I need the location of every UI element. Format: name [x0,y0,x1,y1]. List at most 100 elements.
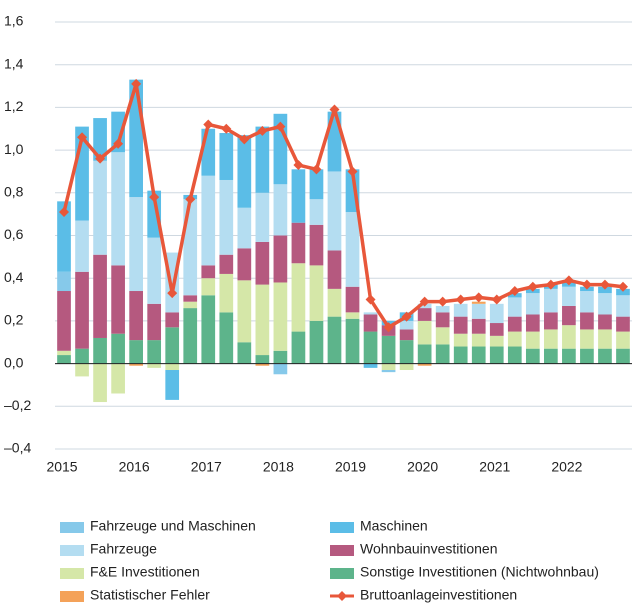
bar-segment [111,265,125,334]
bar-segment [255,355,270,364]
line-marker [347,166,358,177]
legend-swatch [330,545,354,556]
line-marker [59,207,70,218]
bar-segment [165,312,180,328]
line-marker [383,322,394,333]
bar-segment [111,363,125,394]
bar-segment [435,344,450,364]
bar-segment [93,118,107,161]
bar-segment [165,363,180,371]
bar-segment [399,363,414,371]
y-tick-label: –0,2 [4,397,31,413]
bar-segment [93,254,107,338]
line-marker [509,286,520,297]
y-tick-label: 0,4 [4,269,24,285]
bar-segment [381,335,396,364]
bar-segment [507,316,522,332]
x-tick-label: 2022 [551,459,582,475]
bar-segment [381,370,396,373]
legend-swatch [60,522,84,533]
bar-segment [399,320,414,330]
bar-segment [580,348,594,364]
bar-segment [273,350,288,364]
bar-segment [219,273,234,313]
bar-segment [111,152,125,266]
legend-label: Bruttoanlageinvestitionen [360,587,517,603]
bar-segment [399,340,414,364]
y-tick-label: 1,2 [4,98,24,114]
x-tick-label: 2020 [407,459,438,475]
bar-segment [598,286,612,294]
legend-swatch [330,568,354,579]
bar-segment [183,308,198,364]
bar-segment [273,235,288,283]
bar-segment [616,316,630,332]
bar-segment [327,288,342,317]
line-marker [113,138,124,149]
legend-label: Maschinen [360,518,428,534]
bar-segment [255,126,270,193]
bar-segment [129,291,143,341]
line-marker [311,164,322,175]
bar-segment [345,312,360,319]
line-marker [401,311,412,322]
bar-segment [147,340,162,364]
bar-segment [345,212,360,287]
bar-segment [471,333,486,347]
x-tick-label: 2021 [479,459,510,475]
line-marker [131,78,142,89]
bar-segment [219,133,234,180]
bar-segment [75,348,89,364]
bar-segment [309,265,324,321]
legend-swatch [60,545,84,556]
bar-segment [309,199,324,225]
line-marker [617,281,628,292]
bar-segment [147,303,162,341]
bar-segment [237,342,252,364]
bar-segment [345,318,360,364]
bar-segment [237,280,252,343]
bar-segment [507,346,522,364]
bar-segment [291,169,306,223]
bar-segment [598,348,612,364]
bar-segment [75,271,89,349]
bar-segment [580,312,594,330]
bar-segment [525,348,540,364]
bar-segment [525,314,540,332]
legend-label: F&E Investitionen [90,564,200,580]
bar-segment [129,363,143,366]
bar-segment [417,363,432,366]
bar-segment [57,291,71,351]
bar-segment [183,295,198,302]
bar-segment [309,224,324,266]
line-marker [419,296,430,307]
bar-segment [489,335,504,347]
bar-segment [598,314,612,330]
bar-segment [616,348,630,364]
bar-segment [201,128,216,176]
bar-segment [111,111,125,153]
legend-label: Sonstige Investitionen (Nichtwohnbau) [360,564,599,580]
line-marker [563,275,574,286]
bar-segment [489,303,504,324]
bar-segment [489,323,504,336]
line-marker [491,294,502,305]
bar-segment [291,331,306,364]
bar-segment [562,286,576,306]
line-marker [77,132,88,143]
y-tick-label: 1,6 [4,13,24,29]
line-marker [581,279,592,290]
x-tick-label: 2019 [335,459,366,475]
bar-segment [57,201,71,272]
bar-segment [57,350,71,356]
x-tick-label: 2018 [263,459,294,475]
bar-segment [525,331,540,349]
bar-segment [562,348,576,364]
bar-segment [435,327,450,345]
line-marker [95,153,106,164]
line-marker [275,121,286,132]
bar-segment [616,288,630,296]
bar-segment [237,207,252,249]
bar-segment [93,363,107,403]
bar-segment [291,263,306,332]
